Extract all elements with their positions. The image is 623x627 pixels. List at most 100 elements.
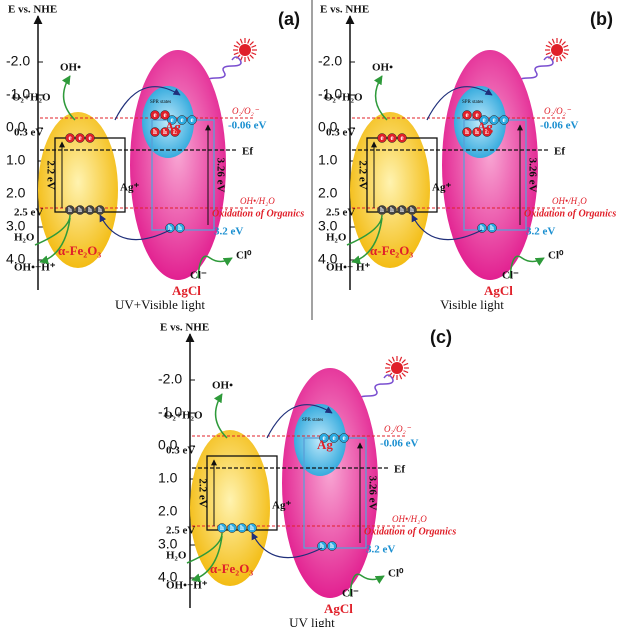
charge-symbol: h [240,524,244,532]
cl-minus: Cl⁻ [502,270,519,282]
hole: h [378,206,387,215]
hole: h [488,224,497,233]
sun-ray [546,53,551,55]
charge-symbol: h [380,206,384,214]
agcl-cb: -0.06 eV [540,120,579,132]
panel-label: (b) [590,9,613,29]
oxidation: Oxidation of Organics [212,208,304,219]
charge-symbol: e [68,134,71,142]
sun-ray [392,357,394,362]
cl-minus: Cl⁻ [342,588,359,600]
sun-ray [248,56,250,61]
ag-label: Ag [165,119,181,134]
panel: E vs. NHE-2.0-1.00.01.02.03.04.0(a)2.2 e… [6,4,304,312]
agcl-particle [130,50,226,280]
charge-symbol: h [88,206,92,214]
charge-symbol: h [98,206,102,214]
tick-label: 1.0 [318,152,338,168]
electron: e [188,116,197,125]
panel: E vs. NHE-2.0-1.00.01.02.03.04.0(b)2.2 e… [318,4,616,312]
charge-symbol: h [490,224,494,232]
sun-ray [402,373,406,377]
agcl-vb: 3.2 eV [526,226,555,238]
hole: h [66,206,75,215]
charge-symbol: h [410,206,414,214]
sun-ray [386,363,391,365]
sun-ray [237,42,241,46]
fe2o3-vb: 2.5 eV [14,207,43,219]
hole: h [86,206,95,215]
tick-label: 2.0 [6,185,26,201]
fe2o3-cb: 0.3 eV [166,445,195,457]
charge-symbol: e [88,134,91,142]
sun-ray [563,53,568,55]
axis-title: E vs. NHE [160,322,209,334]
charge-symbol: e [390,134,393,142]
agcl-cb: -0.06 eV [380,438,419,450]
electron: e [151,111,160,120]
electron: e [76,134,85,143]
sun-core [391,362,403,374]
fe2o3-name: α-Fe₂O₃ [370,243,413,258]
charge-symbol: e [190,116,193,124]
sun-core [239,44,251,56]
tick-label: -2.0 [318,53,342,69]
oh-radical: OH• [372,62,393,74]
agcl-gap: 3.26 eV [526,158,538,193]
agcl-particle [282,368,378,598]
agcl-particle [442,50,538,280]
agcl-gap: 3.26 eV [366,476,378,511]
hole: h [176,224,185,233]
charge-symbol: e [492,116,495,124]
sun-ray [402,360,406,364]
sun [545,38,569,62]
sun-ray [251,53,256,55]
electron: e [86,134,95,143]
panel: E vs. NHE-2.0-1.00.01.02.03.04.0(c)2.2 e… [158,322,456,627]
hole: h [76,206,85,215]
oh-h: OH•+H⁺ [166,580,208,592]
sun-ray [240,39,242,44]
tick-label: 1.0 [6,152,26,168]
cl-zero: Cl⁰ [236,250,252,262]
o2-couple: O₂/O₂⁻ [232,106,260,116]
o2-couple: O₂/O₂⁻ [544,106,572,116]
sun-ray [560,56,562,61]
hole: h [248,524,257,533]
fe2o3-vb: 2.5 eV [326,207,355,219]
charge-symbol: h [153,128,157,136]
hole: h [228,524,237,533]
oh-couple: OH•/H₂O [552,196,587,206]
electron: e [398,134,407,143]
hole: h [238,524,247,533]
charge-symbol: e [380,134,383,142]
ag-label: Ag [477,119,493,134]
sun-ray [403,371,408,373]
charge-symbol: h [390,206,394,214]
hole: h [328,542,337,551]
electron: e [340,434,349,443]
hole: h [408,206,417,215]
charge-symbol: e [342,434,345,442]
charge-symbol: e [475,111,478,119]
sun-ray [546,45,551,47]
fe2o3-name: α-Fe₂O₃ [58,243,101,258]
tick-label: -2.0 [158,371,182,387]
sun-ray [549,42,553,46]
hole: h [218,524,227,533]
sun-ray [562,42,566,46]
fermi: Ef [394,464,405,476]
electron: e [388,134,397,143]
o2-couple: O₂/O₂⁻ [384,424,412,434]
fermi: Ef [242,146,253,158]
caption: UV+Visible light [115,297,205,312]
fermi: Ef [554,146,565,158]
agcl-vb: 3.2 eV [366,544,395,556]
oh-radical: OH• [212,380,233,392]
fe2o3-gap: 2.2 eV [356,160,368,189]
fe2o3-gap: 2.2 eV [44,160,56,189]
fe2o3-name: α-Fe₂O₃ [210,561,253,576]
caption: Visible light [440,297,504,312]
o2-h2o: O₂+H₂O [324,92,363,104]
sun-ray [400,374,402,379]
